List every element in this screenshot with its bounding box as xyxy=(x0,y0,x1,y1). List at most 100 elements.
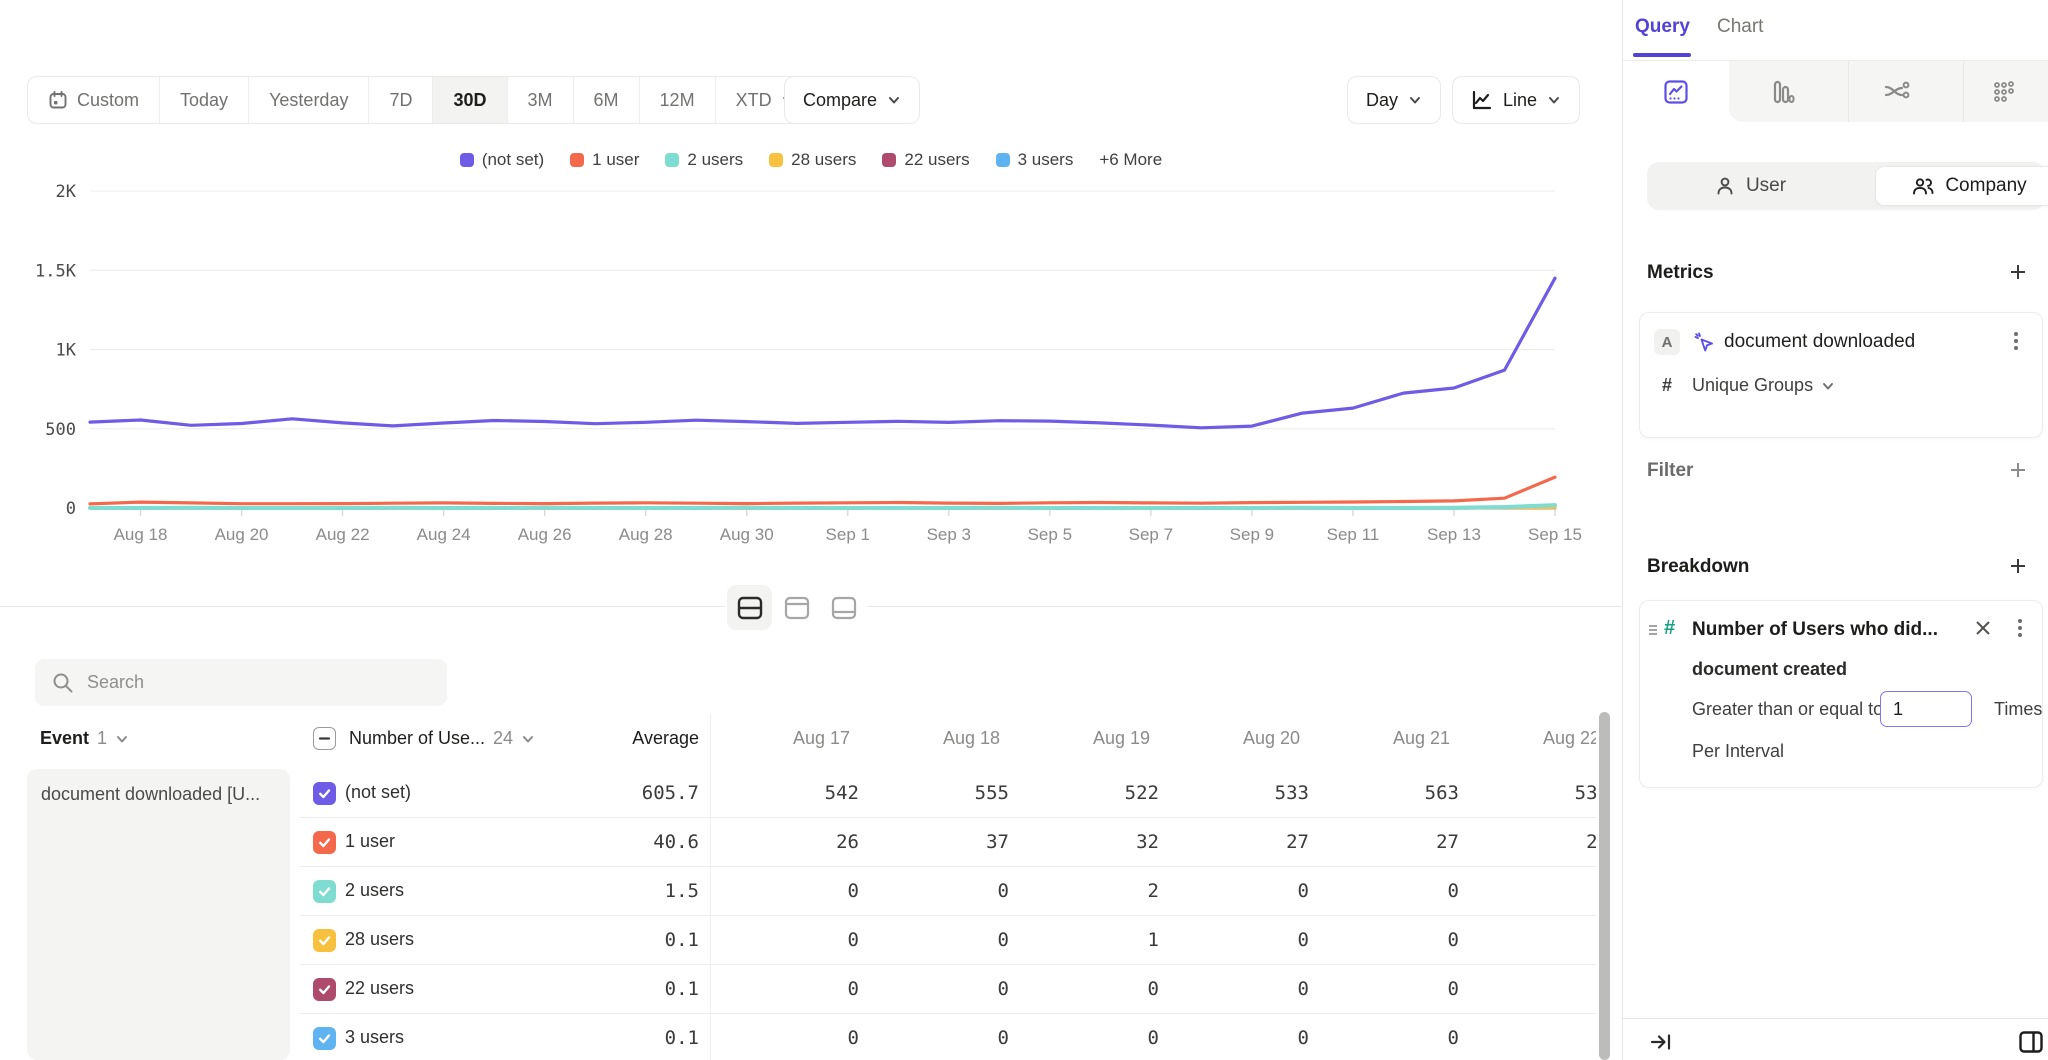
drag-handle-icon[interactable] xyxy=(1646,621,1660,637)
date-column-header[interactable]: Aug 19 xyxy=(1055,728,1205,749)
tab-chart[interactable]: Chart xyxy=(1717,16,1763,38)
event-list-item[interactable]: document downloaded [U... xyxy=(27,769,290,1060)
metric-menu-icon[interactable] xyxy=(2006,329,2026,353)
range-6m[interactable]: 6M xyxy=(573,77,639,123)
x-axis-tick: Aug 22 xyxy=(316,525,370,544)
x-axis-tick: Sep 3 xyxy=(927,525,971,544)
granularity-label: Day xyxy=(1366,90,1398,111)
close-icon[interactable] xyxy=(1974,619,1992,637)
series-line xyxy=(90,278,1555,428)
legend-label: 1 user xyxy=(592,150,639,170)
series-checkbox[interactable] xyxy=(313,880,336,903)
average-column-header[interactable]: Average xyxy=(579,728,699,749)
series-checkbox[interactable] xyxy=(313,978,336,1001)
breakdown-card[interactable]: # Number of Users who did... document cr… xyxy=(1639,600,2043,788)
layout-toggle-group xyxy=(725,583,868,632)
legend-swatch xyxy=(996,153,1010,167)
bar-chart-icon xyxy=(1769,79,1795,105)
date-column-header[interactable]: Aug 17 xyxy=(755,728,905,749)
range-yesterday[interactable]: Yesterday xyxy=(248,77,368,123)
legend-item[interactable]: 22 users xyxy=(882,150,969,170)
event-column-header[interactable]: Event 1 xyxy=(40,728,129,749)
add-breakdown-button[interactable] xyxy=(2004,552,2032,580)
breakdown-event-name[interactable]: document created xyxy=(1692,659,1847,680)
aggregation-dropdown[interactable]: Unique Groups xyxy=(1692,375,1835,396)
table-scrollbar[interactable] xyxy=(1599,712,1610,1060)
date-column-header[interactable]: Aug 18 xyxy=(905,728,1055,749)
date-column-header[interactable]: Aug 21 xyxy=(1355,728,1505,749)
breakdown-menu-icon[interactable] xyxy=(2010,616,2030,640)
series-label: 22 users xyxy=(345,978,414,999)
toggle-user[interactable]: User xyxy=(1647,162,1853,210)
legend-item[interactable]: 3 users xyxy=(996,150,1074,170)
cell-value: 0 xyxy=(1505,880,1596,902)
x-axis-tick: Sep 9 xyxy=(1230,525,1274,544)
legend-item[interactable]: 2 users xyxy=(665,150,743,170)
cell-value: 0 xyxy=(1355,929,1505,951)
search-input[interactable] xyxy=(87,672,417,693)
collapse-panel-icon[interactable] xyxy=(1649,1030,1673,1054)
x-axis-tick: Aug 30 xyxy=(720,525,774,544)
chevron-down-icon xyxy=(115,732,129,746)
legend-swatch xyxy=(570,153,584,167)
cell-value: 0 xyxy=(1055,978,1205,1000)
x-axis-tick: Sep 15 xyxy=(1528,525,1582,544)
legend-item[interactable]: 28 users xyxy=(769,150,856,170)
x-axis-tick: Aug 24 xyxy=(417,525,471,544)
chart-type-dropdown[interactable]: Line xyxy=(1452,76,1580,124)
series-checkbox[interactable] xyxy=(313,929,336,952)
table-row: 1 user40.6263732272728 xyxy=(300,818,1596,867)
retention-chart-tab[interactable] xyxy=(1959,61,2048,122)
series-table-body: (not set)605.75425555225335635371 user40… xyxy=(300,769,1596,1060)
range-30d[interactable]: 30D xyxy=(432,77,506,123)
sidebar-toggle-icon[interactable] xyxy=(2017,1028,2045,1056)
chart-legend: (not set) 1 user 2 users 28 users 22 users 3 … xyxy=(0,150,1622,170)
cell-value: 0 xyxy=(1505,978,1596,1000)
funnels-chart-tab[interactable] xyxy=(1729,61,1835,122)
toggle-company[interactable]: Company xyxy=(1875,166,2048,206)
metric-card[interactable]: A document downloaded # Unique Groups xyxy=(1639,312,2043,438)
average-value: 605.7 xyxy=(579,782,699,804)
granularity-dropdown[interactable]: Day xyxy=(1347,76,1441,124)
series-column-header[interactable]: Number of Use... 24 xyxy=(349,728,535,749)
insights-chart-tab[interactable] xyxy=(1623,61,1729,122)
series-label: (not set) xyxy=(345,782,411,803)
series-checkbox[interactable] xyxy=(313,831,336,854)
series-checkbox[interactable] xyxy=(313,782,336,805)
legend-more[interactable]: +6 More xyxy=(1099,150,1162,170)
add-filter-button[interactable] xyxy=(2004,456,2032,484)
layout-chart-only-button[interactable] xyxy=(774,585,819,630)
main-area: CustomTodayYesterday7D30D3M6M12MXTD Comp… xyxy=(0,0,1622,1060)
range-12m[interactable]: 12M xyxy=(639,77,715,123)
select-all-checkbox[interactable] xyxy=(313,727,336,750)
metric-event-name[interactable]: document downloaded xyxy=(1724,331,1915,353)
series-checkbox[interactable] xyxy=(313,1027,336,1050)
breakdown-value-input[interactable] xyxy=(1880,691,1972,727)
layout-table-only-button[interactable] xyxy=(821,585,866,630)
search-icon xyxy=(51,671,75,695)
range-3m[interactable]: 3M xyxy=(507,77,573,123)
range-today[interactable]: Today xyxy=(159,77,248,123)
compare-button[interactable]: Compare xyxy=(784,76,920,124)
line-chart-icon xyxy=(1663,79,1689,105)
legend-label: 28 users xyxy=(791,150,856,170)
cell-value: 27 xyxy=(1205,831,1355,853)
breakdown-title: Number of Users who did... xyxy=(1692,619,1938,641)
cell-value: 0 xyxy=(755,880,905,902)
cell-value: 555 xyxy=(905,782,1055,804)
legend-item[interactable]: (not set) xyxy=(460,150,544,170)
event-count: 1 xyxy=(97,728,107,749)
layout-split-button[interactable] xyxy=(727,585,772,630)
date-column-header[interactable]: Aug 22 xyxy=(1505,728,1596,749)
flows-chart-tab[interactable] xyxy=(1844,61,1950,122)
breakdown-per-interval[interactable]: Per Interval xyxy=(1692,741,1784,762)
range-custom[interactable]: Custom xyxy=(28,77,159,123)
cell-value: 27 xyxy=(1355,831,1505,853)
tab-query[interactable]: Query xyxy=(1635,16,1690,38)
table-row: 22 users0.1000000 xyxy=(300,965,1596,1014)
breakdown-condition-label[interactable]: Greater than or equal to xyxy=(1692,699,1883,720)
legend-item[interactable]: 1 user xyxy=(570,150,639,170)
add-metric-button[interactable] xyxy=(2004,258,2032,286)
date-column-header[interactable]: Aug 20 xyxy=(1205,728,1355,749)
range-7d[interactable]: 7D xyxy=(368,77,432,123)
